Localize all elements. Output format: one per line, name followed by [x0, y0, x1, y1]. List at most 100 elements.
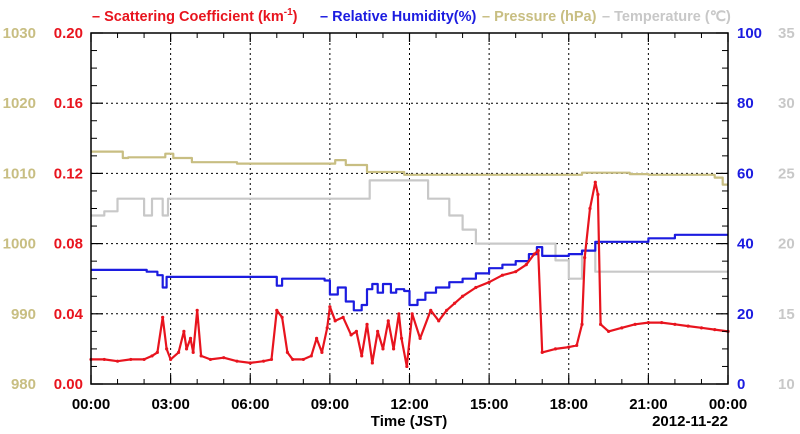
legend-pressure-dash: – [482, 9, 494, 25]
series-point-scattering [188, 336, 193, 340]
legend-pressure-label: Pressure (hPa) [494, 9, 597, 25]
scattering-axis-label: 0.16 [54, 95, 83, 112]
series-point-scattering [686, 324, 690, 328]
series-point-scattering [325, 326, 329, 330]
series-point-scattering [500, 273, 504, 277]
temperature-axis-label: 10 [778, 376, 795, 393]
series-point-scattering [115, 359, 120, 363]
series-point-scattering [349, 333, 353, 337]
legend-humidity-label: Relative Humidity(%) [332, 9, 476, 25]
series-point-scattering [315, 336, 319, 340]
legend: – Scattering Coefficient (km-1) – Relati… [92, 7, 731, 25]
temperature-axis-label: 25 [778, 165, 795, 182]
series-point-scattering [370, 361, 374, 365]
series-point-scattering [429, 308, 433, 312]
legend-scattering-dash: – [92, 9, 104, 25]
series-point-scattering [386, 319, 390, 323]
series-point-scattering [176, 350, 181, 355]
legend-scattering: – Scattering Coefficient (km-1) [92, 7, 298, 25]
series-point-scattering [583, 256, 587, 260]
series-point-scattering [381, 347, 385, 351]
series-point-scattering [285, 350, 290, 355]
series-point-scattering [460, 294, 465, 298]
x-tick-label: 00:00 [709, 396, 747, 413]
series-point-scattering [620, 326, 624, 330]
series-point-scattering [376, 329, 380, 333]
legend-temperature-label: Temperature (℃) [614, 9, 731, 25]
series-point-scattering [333, 319, 337, 323]
scattering-axis-label: 0.12 [54, 165, 83, 182]
series-point-scattering [269, 357, 274, 362]
humidity-axis-label: 100 [737, 25, 762, 42]
humidity-axis-label: 20 [737, 306, 754, 323]
series-point-scattering [150, 354, 154, 358]
series-point-scattering [660, 320, 664, 325]
legend-scattering-suffix: ) [293, 9, 298, 25]
series-point-scattering [291, 357, 295, 362]
x-tick-label: 03:00 [151, 396, 189, 413]
series-point-scattering [453, 301, 457, 305]
series-point-scattering [514, 270, 518, 274]
x-tick-label: 21:00 [629, 396, 667, 413]
series-point-scattering [593, 180, 597, 184]
temperature-axis-label: 15 [778, 306, 795, 323]
series-point-scattering [165, 347, 169, 351]
series-point-scattering [536, 249, 540, 253]
series-point-scattering [261, 359, 266, 363]
axis-ticks [90, 32, 729, 385]
humidity-axis-label: 60 [737, 165, 754, 182]
pressure-axis-label: 1030 [3, 25, 36, 42]
series-point-scattering [102, 357, 106, 362]
scattering-axis-label: 0.04 [54, 306, 84, 323]
x-tick-label: 12:00 [390, 396, 428, 413]
series-point-scattering [129, 357, 133, 362]
humidity-axis-label: 80 [737, 95, 754, 112]
series-point-scattering [155, 350, 159, 355]
legend-scattering-sup: -1 [284, 7, 293, 18]
series-point-scattering [191, 350, 195, 355]
series-point-scattering [208, 357, 213, 362]
x-tick-label: 09:00 [311, 396, 349, 413]
scattering-axis-label: 0.20 [54, 25, 83, 42]
series-point-scattering [553, 347, 558, 351]
series-point-scattering [673, 322, 677, 326]
series-point-scattering [410, 312, 414, 316]
series-point-scattering [360, 354, 364, 358]
series-point-scattering [142, 357, 146, 362]
series-point-scattering [161, 315, 165, 319]
series-point-scattering [405, 364, 409, 369]
legend-humidity-dash: – [320, 9, 332, 25]
pressure-axis-label: 990 [11, 306, 36, 323]
series-point-scattering [365, 322, 369, 326]
series-point-scattering [633, 322, 637, 326]
series-point-scattering [575, 343, 579, 347]
scattering-axis-label: 0.00 [54, 376, 83, 393]
series-point-scattering [580, 322, 584, 326]
legend-pressure: – Pressure (hPa) [482, 9, 597, 25]
series-point-scattering [341, 315, 345, 319]
series-point-scattering [399, 336, 404, 340]
series-point-scattering [437, 319, 441, 323]
x-tick-label: 18:00 [550, 396, 588, 413]
humidity-axis-label: 0 [737, 376, 745, 393]
series-point-scattering [540, 350, 544, 355]
x-axis-title: Time (JST) [371, 413, 447, 430]
temperature-axis-label: 35 [778, 25, 795, 42]
series-point-scattering [418, 336, 422, 340]
series-line-temperature [91, 179, 728, 280]
legend-temperature-dash: – [602, 9, 614, 25]
legend-temperature: – Temperature (℃) [602, 9, 731, 25]
x-tick-label: 06:00 [231, 396, 269, 413]
series-point-scattering [474, 285, 478, 290]
series-point-scattering [699, 326, 704, 330]
temperature-axis-label: 20 [778, 236, 795, 253]
pressure-axis-label: 1020 [3, 95, 36, 112]
series-point-scattering [445, 308, 449, 312]
series-point-scattering [599, 322, 603, 326]
legend-scattering-label: Scattering Coefficient (km [104, 9, 284, 25]
series-point-scattering [195, 308, 199, 312]
series-point-scattering [280, 315, 284, 319]
series-point-scattering [391, 347, 396, 351]
series-point-scattering [309, 354, 313, 358]
